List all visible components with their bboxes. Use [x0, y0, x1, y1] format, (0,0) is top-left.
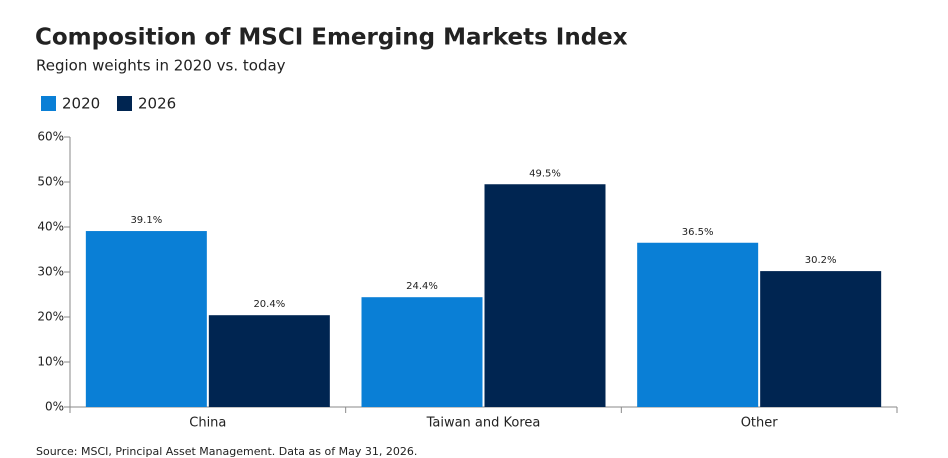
y-tick-label: 60%: [37, 130, 64, 144]
y-tick-label: 20%: [37, 310, 64, 324]
value-label: 36.5%: [682, 227, 714, 238]
x-tick-label: Other: [741, 416, 779, 431]
bar: [484, 184, 606, 407]
source-note: Source: MSCI, Principal Asset Management…: [36, 445, 417, 458]
legend-label: 2026: [138, 95, 176, 113]
chart-subtitle: Region weights in 2020 vs. today: [36, 57, 286, 75]
bar: [85, 231, 207, 407]
bar: [208, 315, 330, 407]
bar: [361, 297, 483, 407]
value-label: 39.1%: [130, 215, 162, 226]
value-label: 20.4%: [253, 299, 285, 310]
y-tick-label: 40%: [37, 220, 64, 234]
x-tick-label: China: [189, 416, 226, 431]
value-label: 49.5%: [529, 168, 561, 179]
chart-title: Composition of MSCI Emerging Markets Ind…: [35, 25, 628, 51]
y-tick-label: 0%: [45, 400, 64, 414]
legend-swatch: [117, 96, 132, 111]
value-label: 30.2%: [805, 255, 837, 266]
y-tick-label: 10%: [37, 355, 64, 369]
value-label: 24.4%: [406, 281, 438, 292]
y-tick-label: 30%: [37, 265, 64, 279]
legend-label: 2020: [62, 95, 100, 113]
x-tick-label: Taiwan and Korea: [426, 416, 541, 431]
y-tick-label: 50%: [37, 175, 64, 189]
legend-swatch: [41, 96, 56, 111]
bar: [760, 271, 882, 407]
bar: [637, 242, 759, 407]
